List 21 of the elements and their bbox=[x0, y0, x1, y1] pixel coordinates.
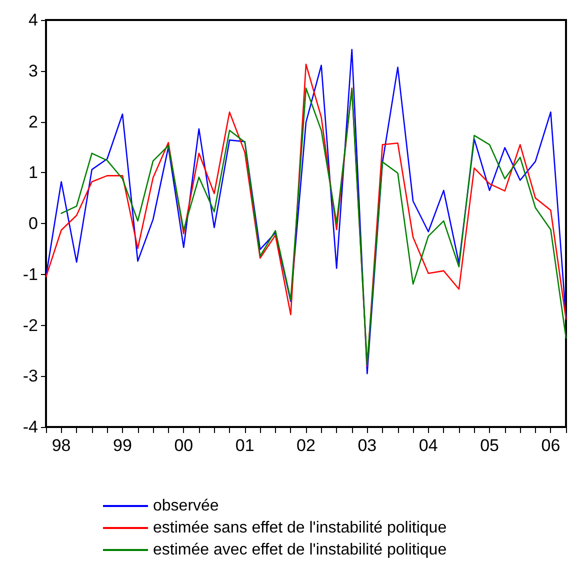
y-tick-label: 2 bbox=[28, 112, 38, 132]
y-tick-label: 0 bbox=[28, 214, 38, 233]
y-tick-label: -1 bbox=[22, 264, 38, 284]
x-tick-label: 05 bbox=[480, 436, 499, 455]
y-tick-label: 4 bbox=[28, 10, 38, 30]
x-tick-label: 06 bbox=[541, 436, 560, 455]
x-tick-label: 01 bbox=[235, 436, 254, 455]
x-tick-label: 99 bbox=[113, 436, 132, 455]
legend-label: estimée sans effet de l'instabilité politique bbox=[153, 520, 447, 536]
y-tick-label: 3 bbox=[28, 61, 38, 80]
y-tick-label: -3 bbox=[22, 366, 38, 386]
x-tick-label: 03 bbox=[358, 436, 377, 455]
y-tick-label: -4 bbox=[22, 418, 38, 436]
legend-label: observée bbox=[153, 498, 219, 514]
x-tick-label: 02 bbox=[296, 436, 316, 455]
x-tick-label: 98 bbox=[52, 436, 71, 455]
y-tick-label: 1 bbox=[28, 163, 38, 182]
y-tick-label: -2 bbox=[22, 316, 38, 335]
x-tick-label: 00 bbox=[174, 436, 194, 455]
x-tick-label: 04 bbox=[418, 436, 438, 455]
legend-label: estimée avec effet de l'instabilité politique bbox=[153, 542, 447, 558]
